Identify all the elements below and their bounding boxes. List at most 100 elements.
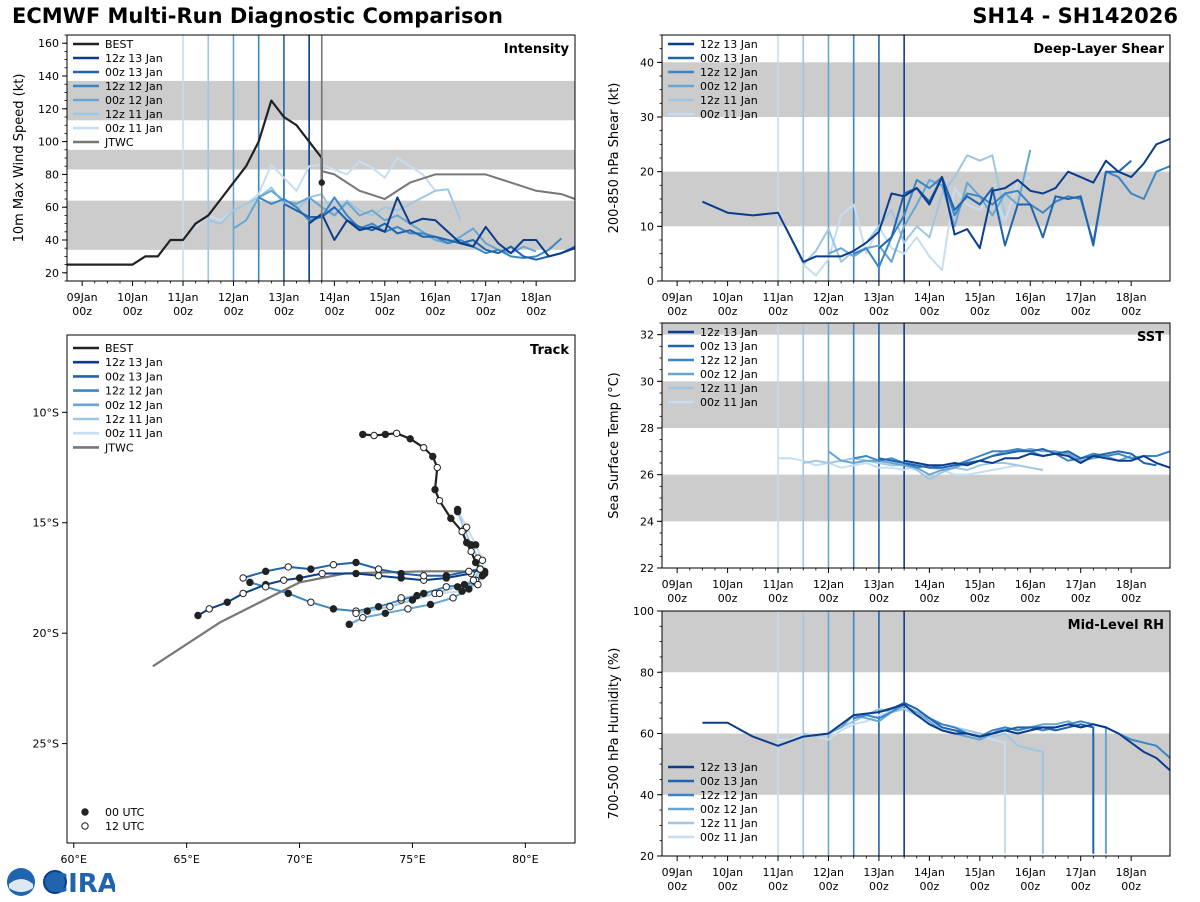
intensity-series-line [283, 203, 575, 261]
intensity-legend-label: 00z 11 Jan [105, 122, 163, 135]
track-series-point [471, 541, 480, 549]
intensity-series-line [182, 157, 437, 238]
rh-xtick-label-hour: 00z [768, 880, 788, 893]
intensity-plot-area [67, 35, 575, 281]
track-best-point [458, 527, 466, 536]
shear-xtick-label-date: 17Jan [1065, 291, 1096, 304]
shear-ytick-label: 40 [640, 56, 654, 69]
intensity-xtick-label-hour: 00z [224, 305, 244, 318]
track-xtick-label: 65°E [173, 853, 199, 866]
sst-legend-label: 12z 11 Jan [700, 382, 758, 395]
track-legend-label: 00z 12 Jan [105, 399, 163, 412]
sst-xtick-label-date: 18Jan [1116, 578, 1147, 591]
sst-plot-area [662, 323, 1170, 568]
intensity-xtick-label-hour: 00z [324, 305, 344, 318]
intensity-xtick-label-date: 14Jan [319, 291, 350, 304]
rh-ytick-label: 80 [640, 666, 654, 679]
intensity-xtick-label-hour: 00z [274, 305, 294, 318]
rh-xtick-label-date: 11Jan [763, 866, 794, 879]
track-best-point [429, 452, 437, 461]
intensity-jtwc-line [321, 170, 575, 200]
shear-xtick-label-date: 14Jan [914, 291, 945, 304]
sst-xtick-label-hour: 00z [1020, 592, 1040, 605]
track-best-point [435, 496, 444, 505]
intensity-legend-label: BEST [105, 38, 133, 51]
rh-legend-label: 12z 11 Jan [700, 817, 758, 830]
track-best-point [462, 538, 471, 547]
intensity-xtick-label-date: 10Jan [117, 291, 148, 304]
intensity-xtick-label-hour: 00z [526, 305, 546, 318]
track-series-point [307, 598, 315, 606]
track-series-point [462, 523, 471, 531]
rh-xtick-label-hour: 00z [1121, 880, 1141, 893]
rh-legend-label: 12z 12 Jan [700, 789, 758, 802]
track-series-point [329, 605, 338, 613]
track-jtwc-line [152, 568, 481, 668]
sst-legend-label: 00z 12 Jan [700, 368, 758, 381]
track-series-point [261, 583, 270, 591]
track-series-point [307, 565, 315, 573]
rh-xtick-label-hour: 00z [1020, 880, 1040, 893]
track-series-point [239, 574, 247, 582]
sst-xtick-label-hour: 00z [1121, 592, 1141, 605]
track-series-point [408, 596, 417, 604]
track-best-point [359, 430, 367, 439]
shear-xtick-label-date: 13Jan [863, 291, 894, 304]
track-ytick-label: 25°S [33, 738, 59, 751]
track-series-point [453, 583, 462, 591]
track-title: Track [530, 343, 569, 358]
intensity-legend-label: 12z 13 Jan [105, 52, 163, 65]
intensity-ytick-label: 160 [38, 37, 59, 50]
shear-xtick-label-date: 09Jan [662, 291, 693, 304]
sst-xtick-label-date: 16Jan [1015, 578, 1046, 591]
rh-xtick-label-hour: 00z [919, 880, 939, 893]
shear-ytick-label: 20 [640, 166, 654, 179]
track-legend-label: 00z 11 Jan [105, 427, 163, 440]
rh-xtick-label-date: 18Jan [1116, 866, 1147, 879]
intensity-ytick-label: 20 [45, 267, 59, 280]
intensity-ytick-label: 120 [38, 103, 59, 116]
track-marker-legend-label: 00 UTC [105, 806, 145, 819]
track-series-point [442, 572, 451, 580]
intensity-xtick-label-date: 12Jan [218, 291, 249, 304]
shear-ytick-label: 0 [647, 275, 654, 288]
intensity-series-line [308, 196, 575, 258]
track-ytick-label: 15°S [33, 517, 59, 530]
rh-band [662, 733, 1170, 795]
rh-xtick-label-date: 15Jan [964, 866, 995, 879]
sst-ytick-label: 30 [640, 375, 654, 388]
rh-xtick-label-date: 17Jan [1065, 866, 1096, 879]
rh-xtick-label-hour: 00z [869, 880, 889, 893]
track-series-point [386, 602, 394, 611]
intensity-xtick-label-hour: 00z [375, 305, 395, 318]
track-series-point [397, 594, 405, 602]
shear-series-line [777, 176, 1031, 277]
sst-ytick-label: 24 [640, 515, 654, 528]
track-series-point [460, 580, 469, 589]
track-legend-label: 12z 13 Jan [105, 356, 163, 369]
track-series-point [295, 574, 304, 582]
track-series-point [205, 605, 213, 613]
track-legend-label: 12z 12 Jan [105, 385, 163, 398]
intensity-xtick-label-date: 17Jan [470, 291, 501, 304]
intensity-series-line [258, 196, 563, 259]
sst-band [662, 381, 1170, 428]
rh-legend-label: 00z 13 Jan [700, 775, 758, 788]
intensity-ylabel: 10m Max Wind Speed (kt) [12, 74, 27, 243]
intensity-ytick-label: 80 [45, 168, 59, 181]
shear-title: Deep-Layer Shear [1033, 42, 1164, 57]
intensity-xtick-label-date: 11Jan [168, 291, 199, 304]
intensity-xtick-label-hour: 00z [72, 305, 92, 318]
shear-xtick-label-hour: 00z [718, 305, 738, 318]
track-series-point [413, 591, 421, 600]
track-series-point [352, 558, 360, 567]
shear-xtick-label-date: 11Jan [763, 291, 794, 304]
track-best-point [447, 514, 455, 523]
track-legend-label: 12z 11 Jan [105, 413, 163, 426]
sst-ytick-label: 32 [640, 329, 654, 342]
track-best-point [431, 485, 439, 494]
track-series-point [374, 572, 383, 580]
track-panel: 60°E 65°E 70°E 75°E 80°E 10°S 15°S 20°S 25°S Trac… [33, 334, 576, 866]
sst-frame [661, 322, 1171, 569]
